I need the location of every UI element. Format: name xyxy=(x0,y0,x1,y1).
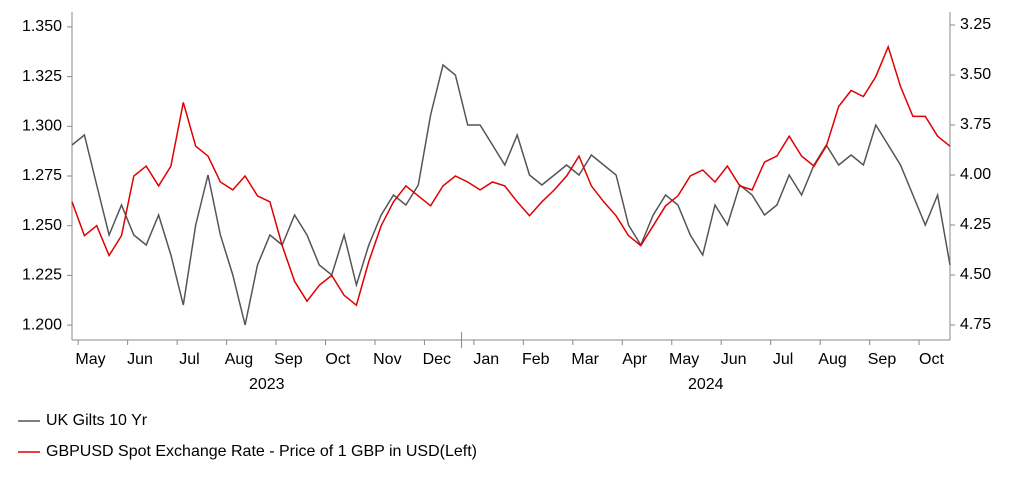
x-tick-label: Jul xyxy=(179,351,199,368)
y-tick-label: 1.325 xyxy=(22,68,62,85)
y2-tick-label: 3.50 xyxy=(960,66,991,83)
y2-tick-label: 4.00 xyxy=(960,166,991,183)
x-tick-label: Oct xyxy=(919,351,944,368)
y2-tick-label: 3.25 xyxy=(960,16,991,33)
x-tick-label: Aug xyxy=(818,351,846,368)
x-tick-label: Jul xyxy=(773,351,793,368)
y2-tick-label: 4.75 xyxy=(960,316,991,333)
y-tick-label: 1.300 xyxy=(22,118,62,135)
x-tick-label: Sep xyxy=(868,351,897,368)
legend-label: GBPUSD Spot Exchange Rate - Price of 1 G… xyxy=(46,443,477,460)
x-tick-label: May xyxy=(669,351,699,368)
y-tick-label: 1.350 xyxy=(22,18,62,35)
x-tick-label: Jan xyxy=(473,351,499,368)
x-tick-label: Oct xyxy=(325,351,350,368)
x-tick-label: Dec xyxy=(423,351,451,368)
year-label: 2023 xyxy=(249,376,285,393)
year-label: 2024 xyxy=(688,376,724,393)
x-tick-label: Aug xyxy=(225,351,253,368)
y-tick-label: 1.200 xyxy=(22,316,62,333)
x-tick-label: Jun xyxy=(127,351,153,368)
legend-label: UK Gilts 10 Yr xyxy=(46,412,148,429)
x-tick-label: Sep xyxy=(274,351,303,368)
x-tick-label: Mar xyxy=(571,351,599,368)
x-tick-label: May xyxy=(75,351,105,368)
y-tick-label: 1.275 xyxy=(22,167,62,184)
y2-tick-label: 4.25 xyxy=(960,216,991,233)
x-tick-label: Jun xyxy=(721,351,747,368)
y-tick-label: 1.225 xyxy=(22,267,62,284)
y-tick-label: 1.250 xyxy=(22,217,62,234)
x-tick-label: Apr xyxy=(622,351,648,368)
x-tick-label: Feb xyxy=(522,351,550,368)
y2-tick-label: 3.75 xyxy=(960,116,991,133)
y2-tick-label: 4.50 xyxy=(960,266,991,283)
series-line xyxy=(71,63,951,326)
x-tick-label: Nov xyxy=(373,351,401,368)
series-line xyxy=(71,44,951,307)
